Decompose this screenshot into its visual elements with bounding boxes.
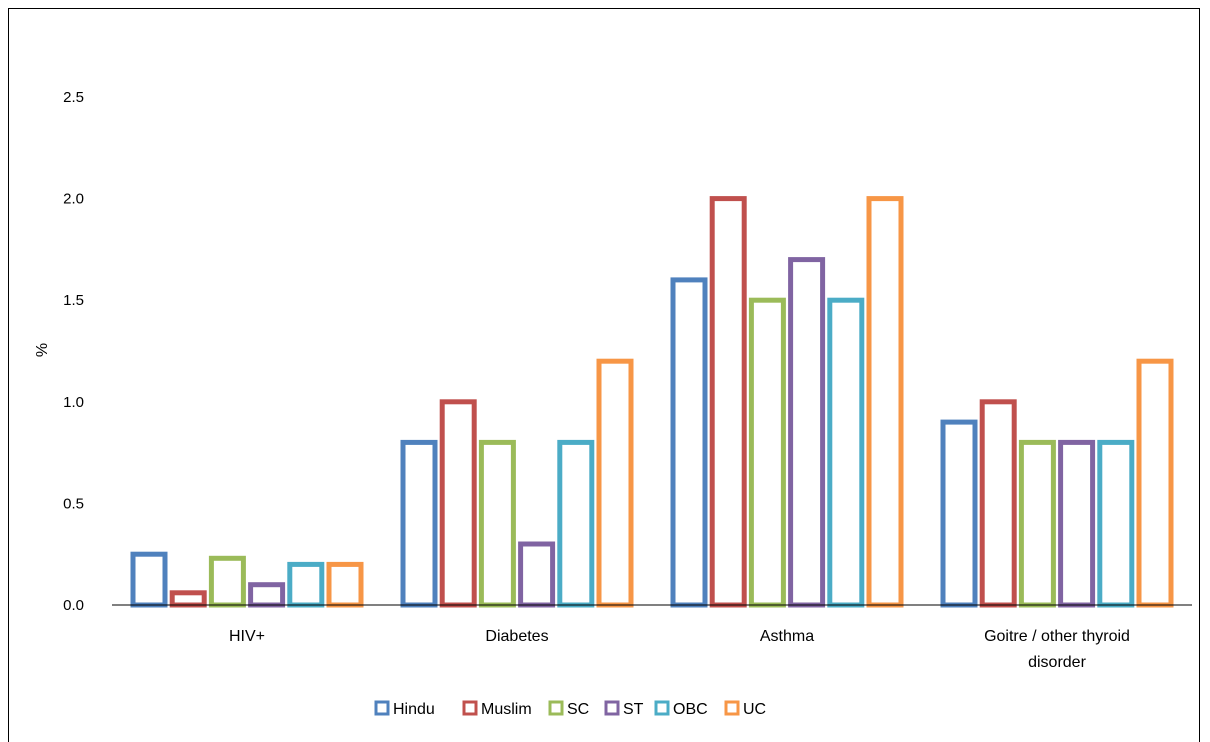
bar-obc-3	[1097, 439, 1135, 608]
bar-uc-2	[866, 196, 904, 608]
bar-uc-0	[326, 561, 364, 608]
bar-obc-2	[827, 297, 865, 608]
bar-sc-3	[1018, 439, 1056, 608]
bar-uc-3	[1136, 358, 1174, 608]
y-tick-label: 2.0	[63, 191, 84, 208]
y-tick-label: 1.0	[63, 394, 84, 411]
bar-st-1	[518, 541, 556, 608]
bar-muslim-1	[439, 399, 477, 608]
bars	[130, 196, 1174, 608]
bar-obc-0	[287, 561, 325, 608]
legend-label-sc: SC	[567, 701, 589, 718]
legend-swatch-hindu	[374, 700, 390, 716]
legend: Hindu Muslim SC ST OBC UC	[374, 700, 766, 718]
bar-hindu-0	[130, 551, 168, 608]
bar-hindu-1	[400, 439, 438, 608]
bar-sc-1	[478, 439, 516, 608]
bar-hindu-3	[940, 419, 978, 608]
bar-st-2	[788, 257, 826, 608]
y-axis-ticks: 0.0 0.5 1.0 1.5 2.0 2.5	[63, 89, 84, 614]
legend-label-obc: OBC	[673, 701, 708, 718]
legend-swatch-sc	[548, 700, 564, 716]
bar-st-0	[248, 582, 286, 608]
bar-sc-0	[208, 555, 246, 608]
bar-muslim-0	[169, 590, 207, 608]
bar-obc-1	[557, 439, 595, 608]
legend-label-hindu: Hindu	[393, 701, 435, 718]
y-tick-label: 1.5	[63, 292, 84, 309]
x-category-label: Goitre / other thyroid	[984, 628, 1130, 645]
bar-muslim-3	[979, 399, 1017, 608]
x-category-label: Diabetes	[485, 628, 548, 645]
y-tick-label: 0.0	[63, 597, 84, 614]
x-category-label: Asthma	[760, 628, 814, 645]
legend-label-uc: UC	[743, 701, 766, 718]
y-tick-label: 2.5	[63, 89, 84, 106]
y-tick-label: 0.5	[63, 495, 84, 512]
bar-sc-2	[748, 297, 786, 608]
legend-swatch-muslim	[462, 700, 478, 716]
x-category-label: HIV+	[229, 628, 265, 645]
bar-hindu-2	[670, 277, 708, 608]
legend-swatch-obc	[654, 700, 670, 716]
legend-label-st: ST	[623, 701, 644, 718]
bar-st-3	[1058, 439, 1096, 608]
legend-label-muslim: Muslim	[481, 701, 532, 718]
bar-uc-1	[596, 358, 634, 608]
bar-muslim-2	[709, 196, 747, 608]
x-category-label: disorder	[1028, 654, 1086, 671]
legend-swatch-st	[604, 700, 620, 716]
y-axis-title: %	[34, 343, 51, 357]
legend-swatch-uc	[724, 700, 740, 716]
category-labels: HIV+ Diabetes Asthma Goitre / other thyroid…	[229, 628, 1130, 671]
